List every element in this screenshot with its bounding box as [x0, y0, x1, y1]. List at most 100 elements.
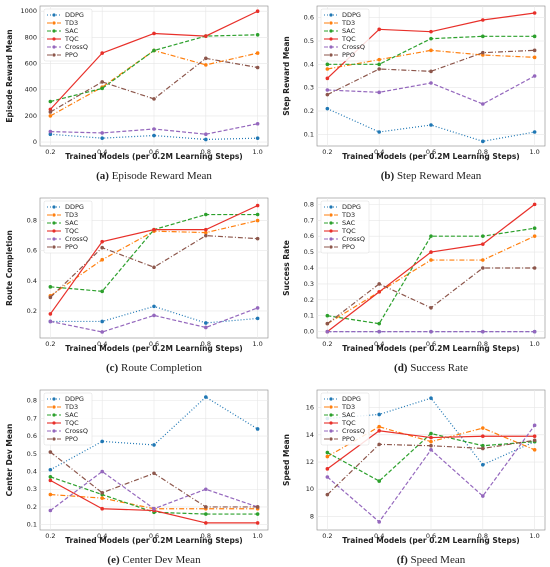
y-tick-label: 0.0	[304, 328, 314, 336]
point	[377, 90, 381, 95]
point	[377, 442, 381, 447]
legend-box	[320, 392, 370, 446]
point	[204, 505, 208, 509]
y-tick-label: 0.6	[27, 247, 37, 255]
point	[255, 212, 260, 217]
y-tick-label: 0.1	[27, 521, 37, 529]
caption-label: (a)	[96, 170, 109, 182]
point	[481, 494, 485, 498]
point	[481, 462, 485, 467]
point	[100, 469, 104, 474]
point	[204, 212, 208, 217]
point	[152, 313, 156, 318]
legend-marker	[52, 213, 56, 217]
x-tick-label: 1.0	[252, 340, 262, 348]
legend-label: TD3	[341, 403, 355, 411]
point	[429, 443, 433, 448]
x-axis-label: Trained Models (per 0.2M Learning Steps)	[342, 152, 520, 161]
series-line	[327, 49, 535, 70]
x-axis-label: Trained Models (per 0.2M Learning Steps)	[342, 536, 520, 545]
point	[204, 227, 208, 232]
point	[255, 9, 260, 14]
y-tick-label: 0.4	[304, 264, 314, 272]
caption: (e) Center Dev Mean	[107, 554, 201, 566]
legend-marker	[52, 229, 56, 233]
y-tick-label: 0.4	[304, 60, 314, 68]
point	[255, 512, 260, 516]
legend-label: CrossQ	[342, 235, 365, 243]
point	[481, 426, 485, 430]
caption-label: (d)	[394, 362, 408, 374]
point	[429, 435, 433, 440]
legend-marker	[329, 237, 333, 241]
point	[152, 304, 156, 309]
point	[377, 479, 381, 483]
legend-label: PPO	[65, 243, 78, 251]
x-tick-label: 1.0	[529, 148, 539, 156]
y-tick-label: 0.6	[27, 432, 37, 440]
point	[204, 56, 208, 61]
legend-label: PPO	[65, 51, 78, 59]
legend-label: DDPG	[342, 395, 361, 403]
x-tick-label: 0.8	[201, 148, 211, 156]
x-tick-label: 0.2	[322, 532, 332, 540]
y-tick-label: 10	[306, 485, 314, 493]
legend-marker	[52, 245, 56, 249]
legend-label: TQC	[64, 227, 79, 235]
legend-marker	[52, 397, 56, 401]
legend-box	[320, 200, 370, 254]
point	[429, 431, 433, 436]
point	[152, 265, 156, 270]
point	[48, 107, 53, 112]
legend-label: SAC	[65, 219, 79, 227]
point	[152, 471, 156, 476]
y-tick-label: 0.7	[27, 414, 37, 422]
x-tick-label: 0.4	[97, 340, 107, 348]
y-tick-label: 12	[306, 458, 314, 466]
legend-marker	[329, 29, 333, 33]
legend-marker	[52, 237, 56, 241]
x-tick-label: 0.4	[374, 340, 384, 348]
series-line	[327, 49, 535, 96]
point	[532, 266, 537, 270]
point	[532, 34, 537, 39]
point	[532, 11, 537, 15]
legend-marker	[52, 437, 56, 441]
y-tick-label: 0.2	[27, 307, 37, 315]
point	[204, 132, 208, 137]
point	[532, 130, 537, 134]
x-tick-label: 0.6	[149, 340, 159, 348]
point	[429, 448, 433, 452]
y-tick-label: 0.3	[27, 485, 37, 493]
point	[481, 139, 485, 144]
point	[255, 427, 260, 431]
y-tick-label: 0.5	[304, 248, 314, 256]
caption-text: Step Reward Mean	[397, 170, 482, 182]
point	[100, 131, 104, 135]
point	[100, 490, 104, 495]
point	[325, 106, 330, 111]
point	[481, 18, 485, 22]
point	[48, 478, 53, 483]
y-tick-label: 1000	[20, 7, 37, 15]
point	[481, 446, 485, 451]
legend-marker	[52, 37, 56, 41]
y-tick-label: 0.3	[304, 84, 314, 92]
legend-label: CrossQ	[342, 427, 365, 435]
legend-label: CrossQ	[65, 235, 88, 243]
point	[532, 434, 537, 439]
point	[100, 319, 104, 324]
point	[377, 329, 381, 334]
point	[532, 329, 537, 334]
y-axis-label: Step Reward Mean	[282, 36, 291, 116]
legend-marker	[329, 437, 333, 441]
point	[204, 521, 208, 525]
point	[100, 245, 104, 250]
legend-marker	[329, 45, 333, 49]
y-tick-label: 0.2	[27, 503, 37, 511]
legend-label: SAC	[65, 27, 79, 35]
x-tick-label: 0.8	[478, 532, 488, 540]
point	[48, 132, 53, 137]
point	[100, 330, 104, 334]
caption-text: Center Dev Mean	[122, 554, 201, 566]
